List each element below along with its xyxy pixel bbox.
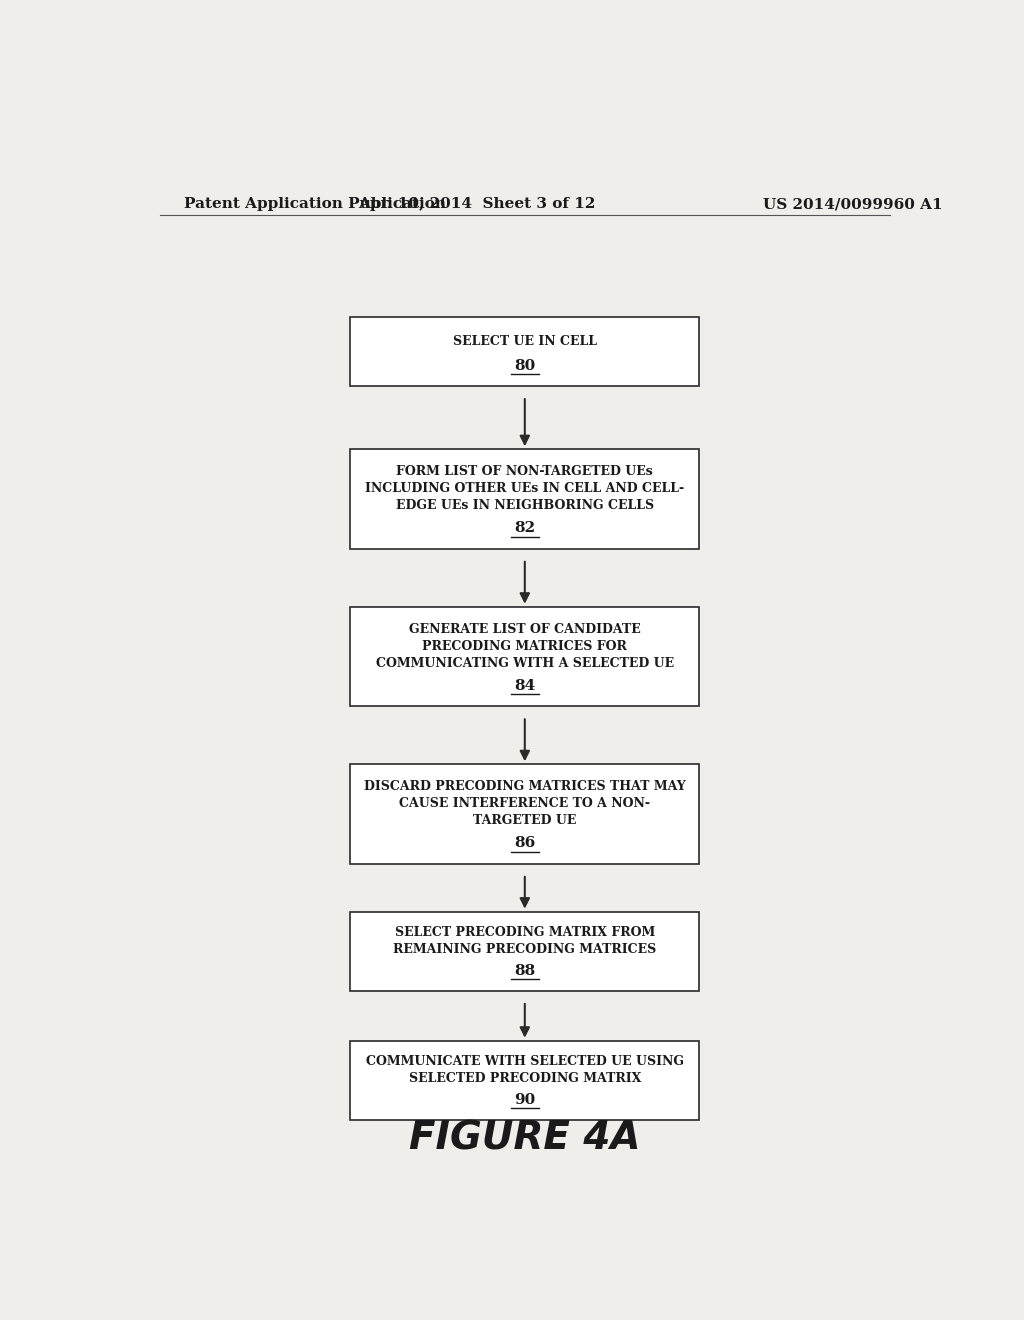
Text: GENERATE LIST OF CANDIDATE
PRECODING MATRICES FOR
COMMUNICATING WITH A SELECTED : GENERATE LIST OF CANDIDATE PRECODING MAT… — [376, 623, 674, 669]
Text: SELECT PRECODING MATRIX FROM
REMAINING PRECODING MATRICES: SELECT PRECODING MATRIX FROM REMAINING P… — [393, 927, 656, 956]
Text: SELECT UE IN CELL: SELECT UE IN CELL — [453, 335, 597, 348]
Text: Patent Application Publication: Patent Application Publication — [183, 197, 445, 211]
FancyBboxPatch shape — [350, 1040, 699, 1119]
Text: 90: 90 — [514, 1093, 536, 1106]
Text: COMMUNICATE WITH SELECTED UE USING
SELECTED PRECODING MATRIX: COMMUNICATE WITH SELECTED UE USING SELEC… — [366, 1055, 684, 1085]
Text: 84: 84 — [514, 678, 536, 693]
Text: 80: 80 — [514, 359, 536, 372]
FancyBboxPatch shape — [350, 317, 699, 385]
Text: FIGURE 4A: FIGURE 4A — [409, 1119, 641, 1158]
FancyBboxPatch shape — [350, 449, 699, 549]
FancyBboxPatch shape — [350, 764, 699, 863]
Text: 86: 86 — [514, 837, 536, 850]
FancyBboxPatch shape — [350, 607, 699, 706]
Text: Apr. 10, 2014  Sheet 3 of 12: Apr. 10, 2014 Sheet 3 of 12 — [358, 197, 596, 211]
Text: FORM LIST OF NON-TARGETED UEs
INCLUDING OTHER UEs IN CELL AND CELL-
EDGE UEs IN : FORM LIST OF NON-TARGETED UEs INCLUDING … — [366, 465, 684, 512]
Text: US 2014/0099960 A1: US 2014/0099960 A1 — [763, 197, 942, 211]
Text: 82: 82 — [514, 521, 536, 536]
FancyBboxPatch shape — [350, 912, 699, 991]
Text: DISCARD PRECODING MATRICES THAT MAY
CAUSE INTERFERENCE TO A NON-
TARGETED UE: DISCARD PRECODING MATRICES THAT MAY CAUS… — [364, 780, 686, 828]
Text: 88: 88 — [514, 964, 536, 978]
